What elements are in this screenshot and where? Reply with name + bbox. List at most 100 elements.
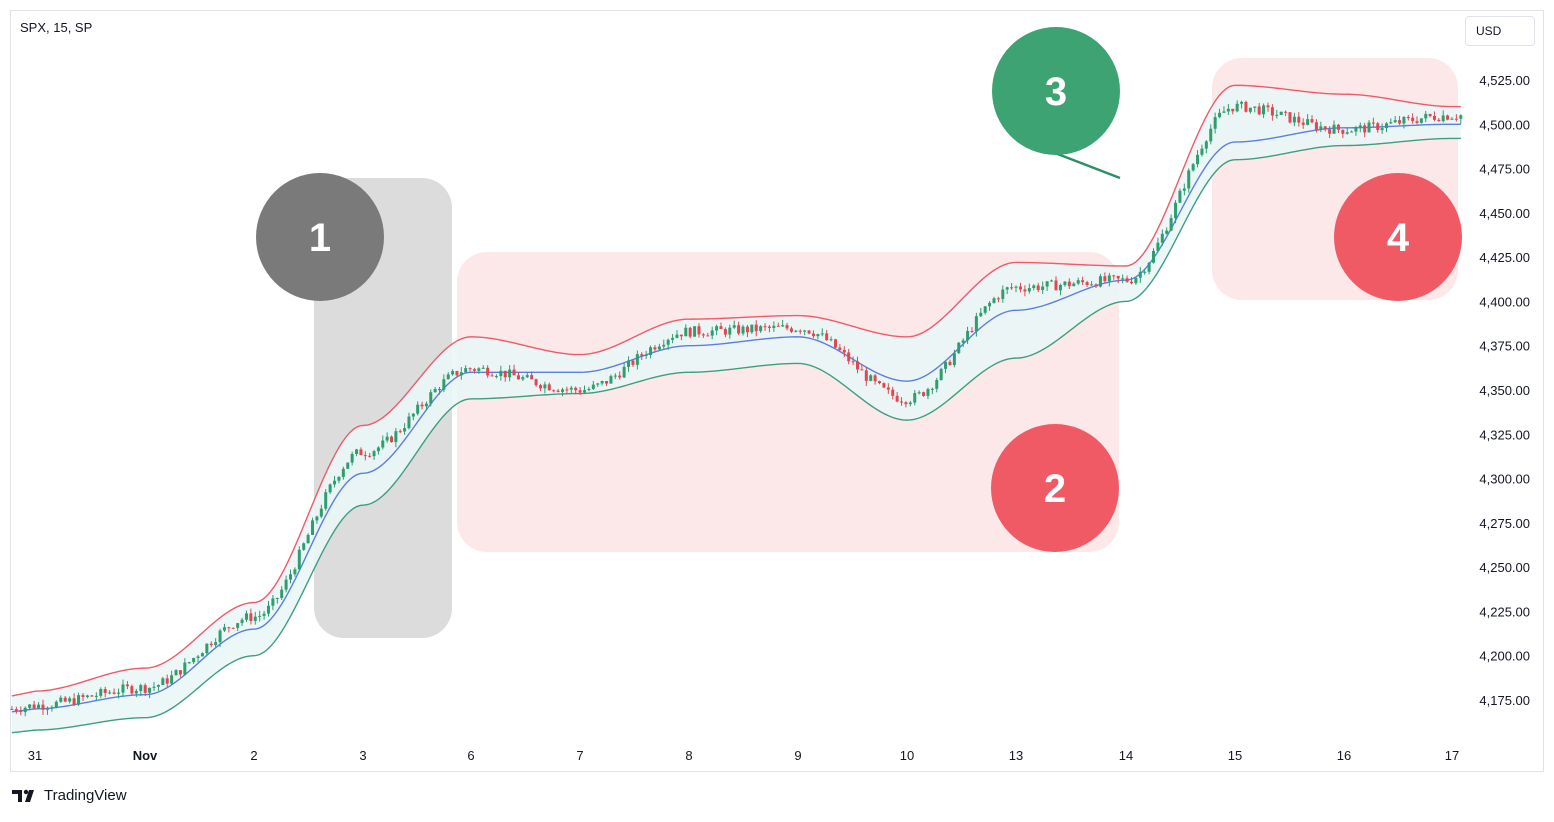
candle (451, 369, 455, 376)
candle (1125, 275, 1129, 283)
candle (587, 386, 591, 392)
svg-text:2: 2 (1044, 467, 1066, 511)
candle (494, 374, 498, 379)
candle (363, 451, 367, 461)
candle (737, 321, 741, 336)
candle (311, 517, 315, 536)
currency-button[interactable]: USD (1465, 16, 1535, 46)
candle (1001, 285, 1005, 303)
candle (416, 401, 420, 416)
candle (90, 694, 94, 697)
candle (1393, 116, 1397, 123)
x-tick-label: 7 (576, 748, 583, 763)
candle (1010, 283, 1014, 290)
candle (1112, 274, 1116, 280)
candle (1165, 227, 1169, 235)
candle (200, 652, 204, 657)
candle (486, 365, 490, 378)
candle (385, 432, 389, 443)
candle (1332, 120, 1336, 135)
candle (1363, 122, 1367, 138)
candle (23, 706, 27, 717)
y-tick-label: 4,350.00 (1479, 383, 1530, 398)
candle (121, 679, 125, 698)
candle (569, 385, 573, 394)
candle (1358, 122, 1362, 133)
candle (684, 324, 688, 337)
candle (1014, 285, 1018, 293)
candle (1406, 114, 1410, 121)
candle (1169, 214, 1173, 232)
candle (156, 684, 160, 691)
candle (41, 699, 45, 715)
candle (205, 643, 209, 656)
candle (873, 373, 877, 385)
candle (635, 350, 639, 370)
y-tick-label: 4,300.00 (1479, 472, 1530, 487)
lower-band-line (11, 137, 1461, 734)
candle (754, 320, 758, 337)
candle (1437, 118, 1441, 122)
candle (1076, 277, 1080, 285)
candle (244, 610, 248, 622)
candle (816, 333, 820, 340)
candle (697, 323, 701, 338)
x-tick-label: 6 (467, 748, 474, 763)
candle (112, 688, 116, 695)
candle (1054, 276, 1058, 291)
candle (355, 448, 359, 457)
candle (1121, 274, 1125, 284)
candle (789, 326, 793, 334)
candle (1341, 129, 1345, 139)
candle (530, 371, 534, 380)
candle (394, 428, 398, 448)
candle (433, 386, 437, 393)
candle (1147, 261, 1151, 275)
candle (631, 358, 635, 367)
candle (807, 330, 811, 335)
candle (1129, 277, 1133, 285)
candle (939, 367, 943, 381)
candle (1209, 124, 1213, 145)
candle (1441, 110, 1445, 123)
candle (468, 367, 472, 372)
x-tick-label: 10 (900, 748, 914, 763)
candle (253, 611, 257, 625)
candle (459, 367, 463, 380)
candle (525, 371, 529, 378)
candle (143, 683, 147, 696)
candle (1415, 116, 1419, 125)
candle (306, 533, 310, 544)
candle (262, 611, 266, 620)
candle (442, 374, 446, 393)
candle (1098, 273, 1102, 288)
candle (125, 681, 129, 690)
candle (944, 361, 948, 374)
candle (913, 390, 917, 406)
x-tick-label: 13 (1009, 748, 1023, 763)
candle (376, 446, 380, 455)
candle (847, 348, 851, 365)
tradingview-brand[interactable]: TradingView (12, 787, 127, 804)
candle (1218, 108, 1222, 119)
candle (701, 333, 705, 338)
y-axis: 4,525.00 4,500.00 4,475.00 4,450.00 4,425.00… (1479, 73, 1530, 708)
candle (1032, 284, 1036, 291)
x-tick-label: 9 (794, 748, 801, 763)
candle (825, 329, 829, 341)
candle (829, 336, 833, 342)
candle (1244, 100, 1248, 113)
candle (403, 423, 407, 435)
svg-text:4: 4 (1387, 216, 1410, 260)
candle (1018, 282, 1022, 293)
candle (750, 324, 754, 334)
candle (1459, 114, 1463, 124)
candle (640, 352, 644, 361)
bollinger-bands (11, 84, 1461, 734)
candle (1041, 281, 1045, 294)
candle (161, 676, 165, 686)
candle (992, 296, 996, 304)
candle (196, 654, 200, 663)
candle (516, 372, 520, 380)
